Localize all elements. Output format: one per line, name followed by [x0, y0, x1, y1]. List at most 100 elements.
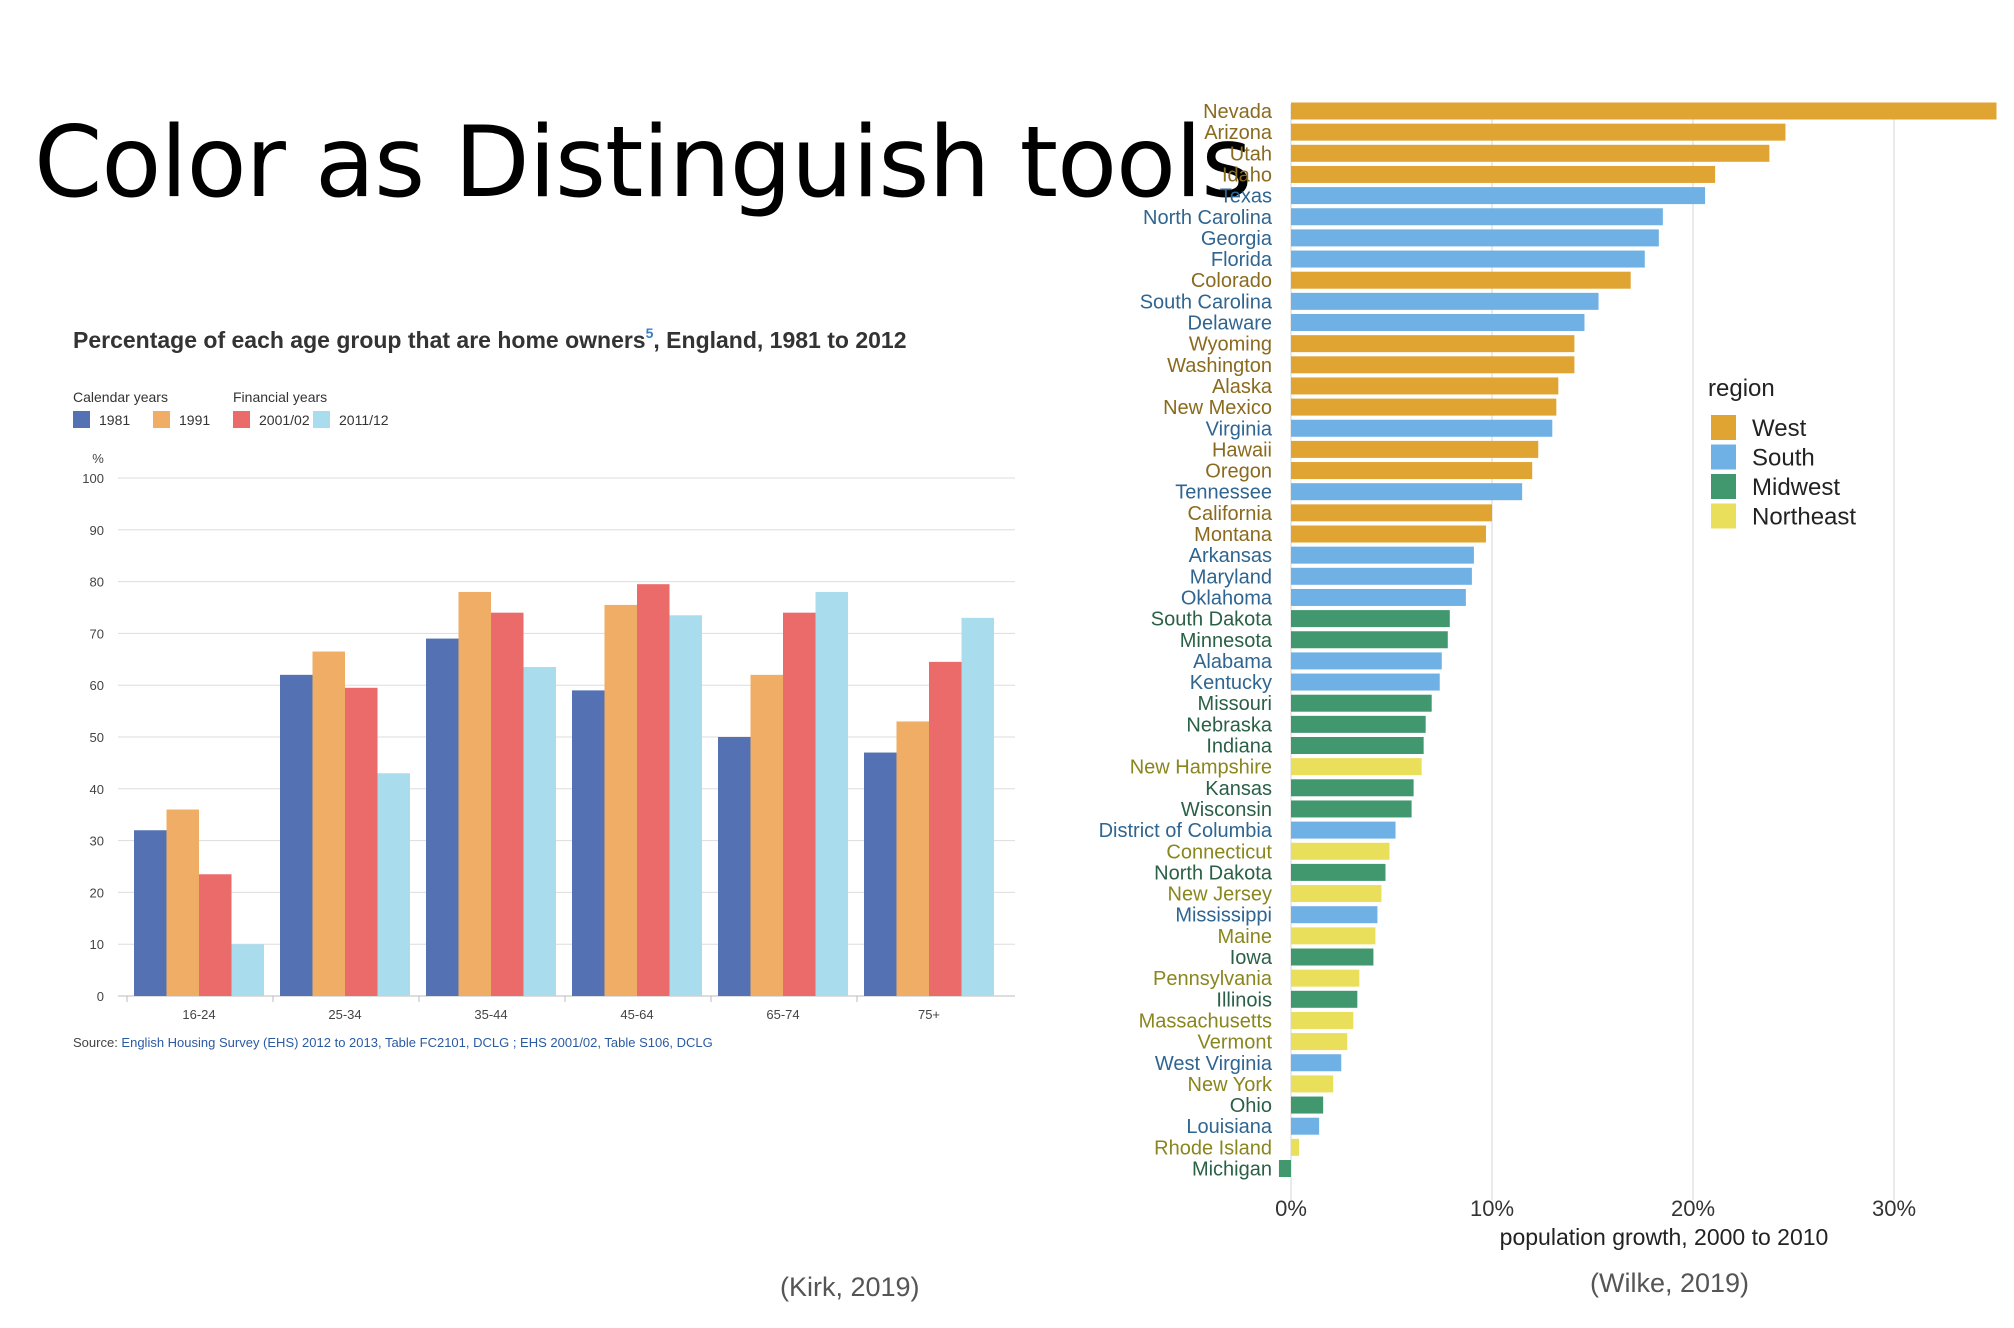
bar-wisconsin [1291, 800, 1412, 818]
left-chart-citation: (Kirk, 2019) [780, 1272, 920, 1302]
state-label: Oregon [1205, 461, 1272, 483]
bar-texas [1291, 187, 1706, 205]
legend-title: region [1708, 375, 1775, 402]
home-ownership-chart: Percentage of each age group that are ho… [73, 325, 1015, 1050]
state-label: Vermont [1198, 1032, 1273, 1054]
bar-oregon [1291, 462, 1533, 480]
bar-north-dakota [1291, 863, 1386, 881]
legend-swatch [153, 411, 170, 428]
y-axis-unit: % [92, 451, 104, 466]
bar-alabama [1291, 652, 1442, 670]
y-tick-label: 20 [90, 885, 104, 900]
state-label: Wyoming [1189, 334, 1272, 356]
state-label: Michigan [1192, 1159, 1272, 1181]
state-label: Louisiana [1186, 1116, 1273, 1138]
bar-massachusetts [1291, 1011, 1354, 1029]
bar-idaho [1291, 165, 1716, 183]
bar-michigan [1278, 1160, 1291, 1177]
bar-new-york [1291, 1075, 1334, 1093]
x-tick-label: 35-44 [474, 1007, 507, 1022]
legend-swatch [233, 411, 250, 428]
chart-title-suffix: , England, 1981 to 2012 [653, 327, 906, 353]
legend-label: Northeast [1752, 504, 1856, 531]
legend-label: 2001/02 [259, 412, 310, 428]
bar-south-dakota [1291, 610, 1450, 628]
bar-maine [1291, 927, 1376, 945]
bar-2001-02-65-74 [783, 612, 816, 996]
bar-1981-75+ [864, 752, 897, 996]
x-tick-label: 16-24 [182, 1007, 215, 1022]
bar-iowa [1291, 948, 1374, 966]
bar-1991-35-44 [458, 591, 491, 996]
legend-label: Midwest [1752, 474, 1840, 501]
bar-kentucky [1291, 673, 1440, 691]
bar-pennsylvania [1291, 969, 1360, 987]
state-label: Alabama [1193, 651, 1273, 673]
x-tick-label: 30% [1872, 1196, 1916, 1221]
bar-ohio [1291, 1096, 1324, 1114]
population-growth-chart: 0% 10% 20% 30%NevadaArizonaUtahIdahoTexasNo… [1099, 101, 1997, 1250]
bar-1981-35-44 [426, 638, 459, 996]
y-tick-label: 50 [90, 730, 104, 745]
x-tick-label: 75+ [918, 1007, 940, 1022]
y-tick-label: 60 [90, 678, 104, 693]
state-label: Georgia [1201, 228, 1273, 250]
x-tick-label: 20% [1671, 1196, 1715, 1221]
chart-title-superscript: 5 [646, 325, 654, 341]
legend-swatch-south [1711, 444, 1736, 470]
state-label: Delaware [1188, 313, 1272, 335]
bar-2001-02-25-34 [345, 687, 378, 996]
source-note: Source: English Housing Survey (EHS) 201… [73, 1035, 713, 1050]
state-label: Arkansas [1189, 545, 1272, 567]
bar-connecticut [1291, 842, 1390, 860]
state-label: Massachusetts [1139, 1010, 1272, 1032]
x-tick-label: 65-74 [766, 1007, 799, 1022]
y-tick-label: 40 [90, 782, 104, 797]
bar-2011-12-25-34 [377, 773, 410, 996]
state-label: New Jersey [1168, 884, 1272, 906]
state-label: Utah [1230, 143, 1272, 165]
state-label: Oklahoma [1181, 587, 1273, 609]
bar-nebraska [1291, 715, 1426, 733]
state-label: Nevada [1203, 101, 1273, 123]
state-label: District of Columbia [1099, 820, 1273, 842]
state-label: Maryland [1190, 566, 1272, 588]
state-label: Alaska [1212, 376, 1273, 398]
legend-swatch [313, 411, 330, 428]
bar-2011-12-16-24 [231, 944, 264, 996]
legend-swatch [73, 411, 90, 428]
slide-title: Color as Distinguish tools [34, 106, 1252, 220]
bar-2001-02-35-44 [491, 612, 524, 996]
bar-2001-02-75+ [929, 661, 962, 996]
source-prefix: Source: [73, 1035, 121, 1050]
state-label: Texas [1220, 186, 1272, 208]
bar-maryland [1291, 567, 1472, 585]
legend-swatch-west [1711, 415, 1736, 440]
state-label: Wisconsin [1181, 799, 1272, 821]
bar-oklahoma [1291, 588, 1466, 606]
state-label: Maine [1218, 926, 1272, 948]
bar-california [1291, 504, 1492, 522]
bar-2001-02-16-24 [199, 874, 232, 996]
state-label: Washington [1167, 355, 1272, 377]
bar-2001-02-45-64 [637, 584, 670, 996]
state-label: Tennessee [1175, 482, 1272, 504]
state-label: South Carolina [1140, 291, 1273, 313]
bar-west-virginia [1291, 1054, 1342, 1072]
bar-florida [1291, 250, 1645, 268]
state-label: Ohio [1230, 1095, 1272, 1117]
state-label: California [1188, 503, 1273, 525]
y-tick-label: 80 [90, 575, 104, 590]
bar-indiana [1291, 737, 1424, 754]
bar-2011-12-35-44 [523, 667, 556, 996]
bar-alaska [1291, 377, 1559, 395]
legend-label: West [1752, 415, 1807, 442]
state-label: North Carolina [1143, 207, 1273, 229]
state-label: Kansas [1205, 778, 1272, 800]
state-label: Mississippi [1175, 905, 1272, 927]
state-label: New York [1188, 1074, 1273, 1096]
chart-title: Percentage of each age group that are ho… [73, 325, 907, 353]
bar-district-of-columbia [1291, 821, 1396, 839]
y-tick-label: 30 [90, 834, 104, 849]
bar-1981-16-24 [134, 830, 167, 996]
